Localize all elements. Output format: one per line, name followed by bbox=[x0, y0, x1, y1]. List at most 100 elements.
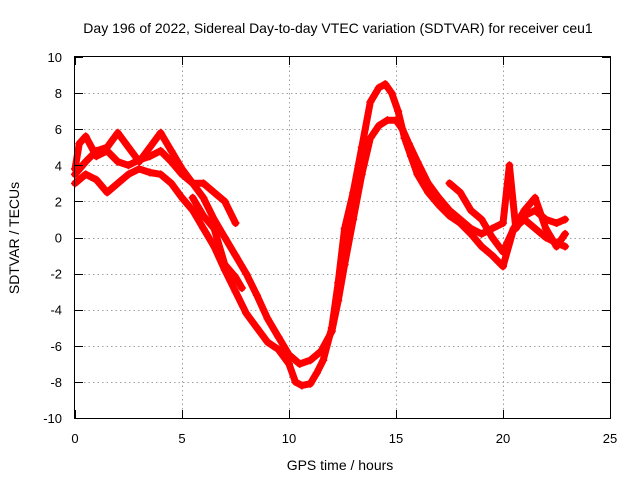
x-tick-label: 15 bbox=[389, 431, 403, 446]
data-point bbox=[319, 356, 328, 365]
x-axis-label: GPS time / hours bbox=[287, 457, 394, 473]
data-point bbox=[237, 284, 246, 293]
data-point bbox=[383, 116, 392, 125]
data-point bbox=[499, 247, 507, 256]
data-point bbox=[306, 356, 315, 365]
data-point bbox=[145, 168, 154, 177]
x-tick-labels: 0 5 10 15 20 25 bbox=[71, 431, 617, 446]
data-point bbox=[210, 215, 219, 224]
data-point bbox=[340, 260, 349, 269]
y-tick-label: -4 bbox=[50, 303, 62, 318]
data-point bbox=[531, 224, 540, 233]
y-tick-label: -10 bbox=[43, 411, 62, 426]
data-point bbox=[252, 323, 261, 332]
data-point bbox=[274, 332, 283, 341]
data-point bbox=[499, 219, 507, 228]
data-point bbox=[220, 197, 229, 206]
data-point bbox=[357, 170, 366, 179]
y-tick-label: -6 bbox=[50, 339, 62, 354]
data-point bbox=[113, 157, 122, 166]
data-point bbox=[135, 164, 144, 173]
data-point bbox=[488, 251, 497, 260]
data-point bbox=[135, 157, 144, 166]
data-point bbox=[220, 260, 229, 269]
data-point bbox=[456, 215, 465, 224]
series-track-d bbox=[188, 193, 246, 293]
data-point bbox=[349, 215, 358, 224]
data-point bbox=[552, 242, 561, 251]
y-tick-label: 2 bbox=[55, 194, 62, 209]
data-point bbox=[156, 146, 165, 155]
y-tick-labels: -10 -8 -6 -4 -2 0 2 4 6 8 10 bbox=[43, 50, 62, 426]
data-point bbox=[199, 224, 208, 233]
series-track-e bbox=[445, 179, 570, 256]
data-point bbox=[178, 164, 186, 173]
data-point bbox=[92, 146, 101, 155]
data-point bbox=[231, 219, 240, 228]
data-point bbox=[445, 179, 454, 188]
data-point bbox=[81, 132, 90, 141]
data-point bbox=[92, 175, 101, 184]
data-point bbox=[561, 242, 570, 251]
data-point bbox=[75, 139, 84, 148]
data-point bbox=[188, 179, 197, 188]
series-band bbox=[189, 194, 246, 292]
y-tick-label: 6 bbox=[55, 122, 62, 137]
data-point bbox=[456, 188, 465, 197]
y-tick-label: -8 bbox=[50, 375, 62, 390]
x-tick-label: 5 bbox=[178, 431, 185, 446]
data-point bbox=[231, 273, 240, 282]
data-point bbox=[477, 229, 486, 238]
data-point bbox=[561, 229, 570, 238]
data-point bbox=[374, 83, 383, 92]
data-point bbox=[199, 179, 208, 188]
data-point bbox=[178, 193, 186, 202]
data-point bbox=[366, 134, 375, 143]
data-point bbox=[381, 80, 390, 89]
series-band bbox=[71, 129, 239, 227]
data-point bbox=[531, 193, 540, 202]
data-point bbox=[263, 314, 272, 323]
data-point bbox=[124, 161, 133, 170]
data-point bbox=[231, 287, 240, 296]
data-point bbox=[242, 269, 251, 278]
data-point bbox=[505, 161, 514, 170]
data-point bbox=[466, 224, 475, 233]
data-point bbox=[103, 143, 112, 152]
data-point bbox=[334, 296, 343, 305]
x-tick-label: 20 bbox=[496, 431, 510, 446]
data-point bbox=[188, 193, 197, 202]
data-point bbox=[210, 188, 219, 197]
data-point bbox=[541, 224, 550, 233]
data-point bbox=[392, 116, 400, 125]
data-point bbox=[424, 179, 433, 188]
data-point bbox=[231, 251, 240, 260]
y-tick-label: 4 bbox=[55, 158, 62, 173]
data-point bbox=[357, 143, 366, 152]
y-axis-label: SDTVAR / TECUs bbox=[6, 182, 22, 294]
data-point bbox=[317, 347, 326, 356]
data-point bbox=[509, 224, 518, 233]
data-point bbox=[285, 359, 293, 368]
data-point bbox=[488, 233, 497, 242]
data-point bbox=[81, 157, 90, 166]
data-point bbox=[295, 359, 304, 368]
data-point bbox=[188, 206, 197, 215]
data-point bbox=[167, 146, 176, 155]
data-point bbox=[499, 262, 507, 271]
data-point bbox=[552, 219, 561, 228]
data-point bbox=[297, 381, 306, 390]
data-point bbox=[199, 193, 208, 202]
data-point bbox=[306, 379, 315, 388]
axis-ticks bbox=[75, 57, 611, 419]
data-point bbox=[366, 98, 375, 107]
data-point bbox=[394, 107, 403, 116]
data-point bbox=[291, 377, 300, 386]
data-point bbox=[81, 170, 90, 179]
x-tick-label: 10 bbox=[282, 431, 296, 446]
data-point bbox=[477, 215, 486, 224]
data-point bbox=[327, 327, 336, 336]
data-point bbox=[156, 128, 165, 137]
y-tick-label: 0 bbox=[55, 231, 62, 246]
